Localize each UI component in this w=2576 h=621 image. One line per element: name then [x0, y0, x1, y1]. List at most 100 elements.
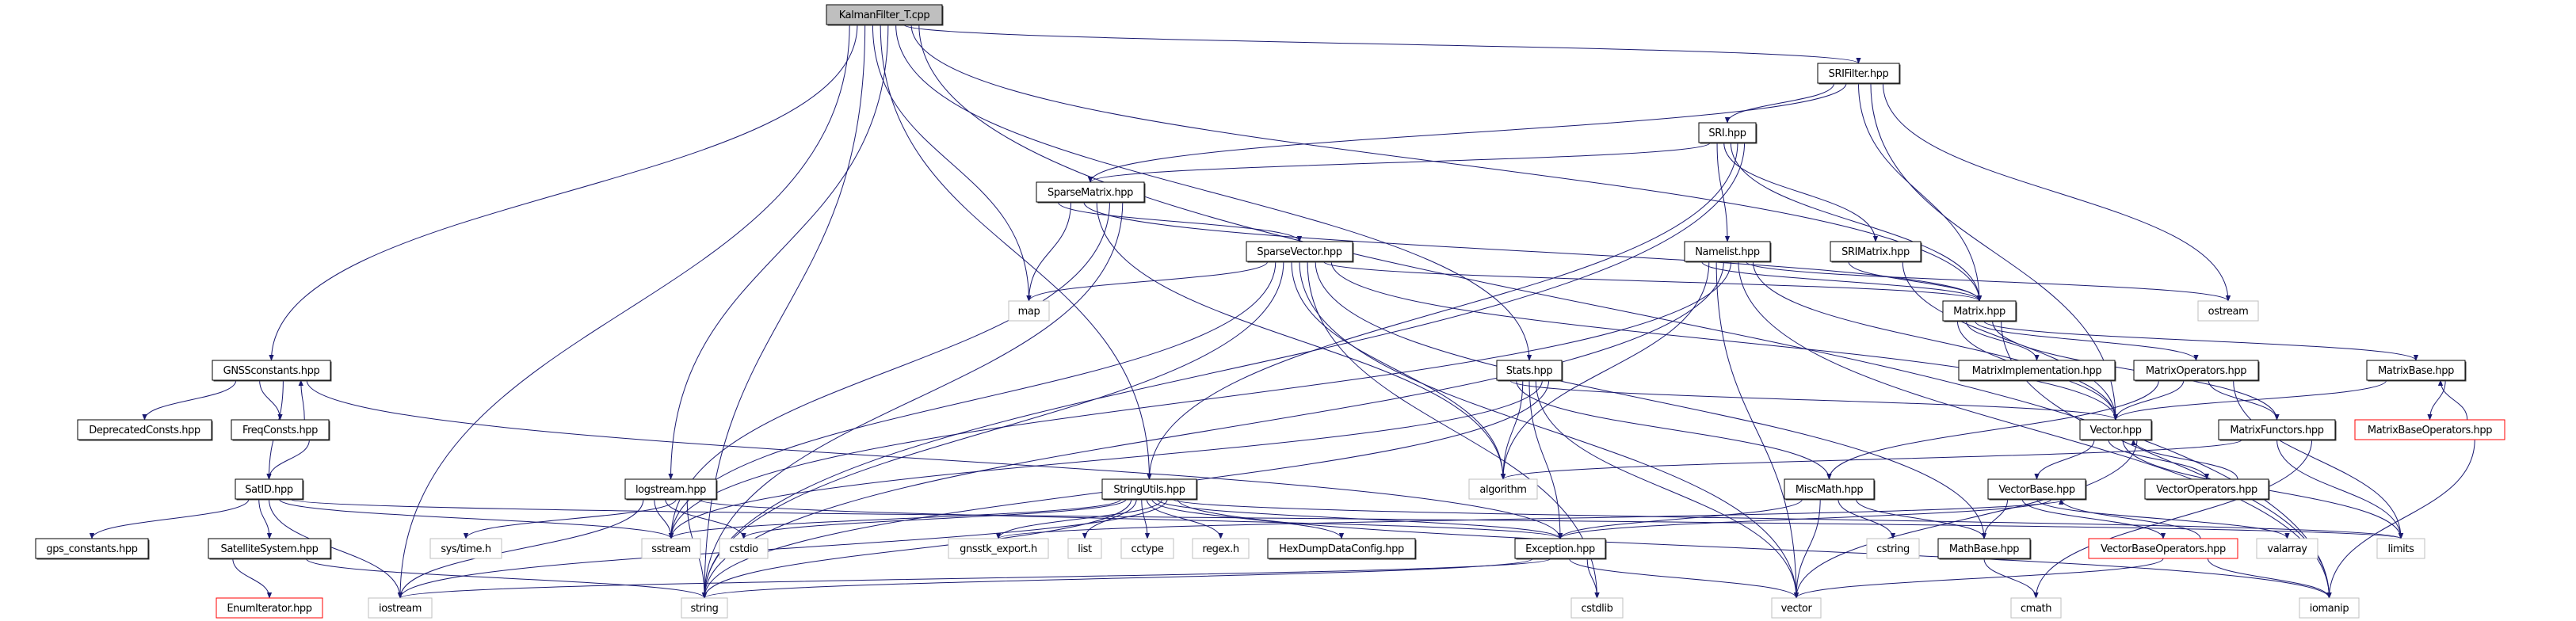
- edge-stringutils-to-list: [1082, 498, 1137, 539]
- node-exception[interactable]: Exception.hpp: [1514, 538, 1607, 560]
- edge-vector_hpp-to-vectorbase: [2034, 439, 2095, 480]
- node-vectorbaseops[interactable]: VectorBaseOperators.hpp: [2088, 538, 2238, 559]
- node-matrixbaseops[interactable]: MatrixBaseOperators.hpp: [2354, 419, 2505, 440]
- node-label: vector: [1781, 603, 1813, 615]
- node-box: [1120, 538, 1174, 559]
- node-label: gps_constants.hpp: [46, 543, 137, 555]
- edge-exception-to-vector: [1568, 558, 1799, 599]
- edge-matrixbaseops-to-iomanip: [2326, 439, 2475, 599]
- node-freqconsts[interactable]: FreqConsts.hpp: [231, 419, 330, 441]
- node-box: [2299, 597, 2360, 619]
- edge-sri-to-stringutils: [1147, 142, 1738, 480]
- node-label: MatrixFunctors.hpp: [2230, 425, 2323, 436]
- node-stats[interactable]: Stats.hpp: [1496, 360, 1563, 382]
- node-cctype: cctype: [1120, 538, 1174, 559]
- node-box: [1866, 538, 1920, 559]
- node-cstdio: cstdio: [719, 538, 769, 559]
- node-deprecated[interactable]: DeprecatedConsts.hpp: [77, 419, 213, 441]
- edge-satid-to-iostream: [269, 498, 403, 599]
- node-box: [1246, 241, 1353, 262]
- node-logstream[interactable]: logstream.hpp: [624, 478, 718, 501]
- node-box: [624, 478, 717, 500]
- edge-sparsematrix-to-algorithm: [1096, 201, 1506, 480]
- node-string: string: [681, 597, 728, 619]
- node-box: [1830, 241, 1922, 262]
- node-label: Vector.hpp: [2089, 425, 2141, 436]
- edge-vectorbase-to-gnsstk_export: [996, 498, 2067, 539]
- node-gps_constants[interactable]: gps_constants.hpp: [35, 538, 150, 560]
- node-box: [1958, 360, 2116, 381]
- edge-satsystem-to-string: [305, 558, 708, 599]
- node-label: SparseMatrix.hpp: [1048, 187, 1133, 199]
- edge-kalman-to-gnssconstants: [269, 24, 858, 361]
- node-cstdlib: cstdlib: [1570, 597, 1624, 619]
- node-sparsematrix[interactable]: SparseMatrix.hpp: [1036, 181, 1146, 204]
- node-vectorbase[interactable]: VectorBase.hpp: [1987, 478, 2087, 501]
- node-mathbase[interactable]: MathBase.hpp: [1937, 538, 2032, 560]
- node-kalman[interactable]: KalmanFilter_T.cpp: [826, 4, 944, 26]
- node-srifilter[interactable]: SRIFilter.hpp: [1817, 63, 1901, 85]
- edge-mathbase-to-cmath: [1983, 558, 2039, 599]
- node-gnsstk_export: gnsstk_export.h: [948, 538, 1049, 559]
- node-satid[interactable]: SatID.hpp: [235, 478, 304, 501]
- node-label: SRIMatrix.hpp: [1841, 246, 1910, 258]
- edge-matrixops-to-matrixfunctors: [2208, 379, 2280, 421]
- node-srimatrix[interactable]: SRIMatrix.hpp: [1830, 241, 1922, 263]
- node-box: [1817, 63, 1900, 84]
- node-box: [1496, 360, 1563, 381]
- edge-vector_hpp-to-vector: [1793, 439, 2138, 599]
- node-box: [212, 360, 331, 381]
- node-box: [368, 597, 433, 619]
- edge-srimatrix-to-matrix: [1848, 261, 1983, 302]
- edge-srimatrix-to-vector_hpp: [1902, 261, 2119, 421]
- edge-stats-to-algorithm: [1500, 379, 1524, 480]
- edge-stats-to-vector: [1535, 379, 1799, 599]
- node-satsystem[interactable]: SatelliteSystem.hpp: [208, 538, 332, 560]
- node-hexdump[interactable]: HexDumpDataConfig.hpp: [1267, 538, 1417, 560]
- node-enumiterator[interactable]: EnumIterator.hpp: [216, 597, 323, 619]
- node-matrix[interactable]: Matrix.hpp: [1942, 300, 2017, 322]
- node-vector_hpp[interactable]: Vector.hpp: [2079, 419, 2153, 441]
- node-map: map: [1008, 300, 1050, 322]
- node-box: [1101, 478, 1197, 500]
- node-sparsevector[interactable]: SparseVector.hpp: [1246, 241, 1354, 263]
- node-box: [2079, 419, 2152, 440]
- edge-sparsematrix-to-matrix: [1083, 201, 1983, 302]
- edge-satid-to-limits: [288, 498, 2403, 539]
- node-label: SRIFilter.hpp: [1829, 68, 1889, 80]
- node-label: KalmanFilter_T.cpp: [839, 10, 930, 21]
- node-box: [719, 538, 769, 559]
- edge-vector_hpp-to-vectorops: [2108, 439, 2210, 480]
- node-label: DeprecatedConsts.hpp: [89, 425, 200, 436]
- node-matrixbase[interactable]: MatrixBase.hpp: [2366, 360, 2467, 382]
- node-ostream: ostream: [2197, 300, 2259, 322]
- node-box: [1192, 538, 1250, 559]
- node-label: limits: [2388, 543, 2415, 555]
- node-box: [2088, 538, 2238, 559]
- node-stringutils[interactable]: StringUtils.hpp: [1101, 478, 1198, 501]
- node-namelist[interactable]: Namelist.hpp: [1684, 241, 1772, 263]
- edge-namelist-to-iomanip: [1738, 261, 2332, 599]
- node-label: MathBase.hpp: [1949, 543, 2019, 555]
- node-vectorops[interactable]: VectorOperators.hpp: [2144, 478, 2270, 501]
- edge-exception-to-iostream: [398, 558, 1552, 599]
- node-box: [2010, 597, 2062, 619]
- node-matriximpl[interactable]: MatrixImplementation.hpp: [1958, 360, 2116, 382]
- node-matrixfunctors[interactable]: MatrixFunctors.hpp: [2218, 419, 2337, 441]
- node-miscmath[interactable]: MiscMath.hpp: [1784, 478, 1876, 501]
- node-box: [1942, 300, 2017, 322]
- node-box: [208, 538, 331, 559]
- edge-stringutils-to-regex: [1146, 498, 1223, 539]
- edge-layer: [89, 24, 2475, 599]
- node-gnssconstants[interactable]: GNSSconstants.hpp: [212, 360, 332, 382]
- edge-stringutils-to-limits: [1172, 498, 2403, 539]
- node-cmath: cmath: [2010, 597, 2062, 619]
- node-label: string: [691, 603, 719, 615]
- node-box: [1987, 478, 2086, 500]
- node-box: [35, 538, 149, 559]
- node-box: [1698, 122, 1757, 143]
- node-matrixops[interactable]: MatrixOperators.hpp: [2133, 360, 2260, 382]
- node-sri[interactable]: SRI.hpp: [1698, 122, 1757, 144]
- edge-matrixops-to-limits: [2233, 379, 2404, 539]
- edge-logstream-to-sstream: [654, 498, 674, 539]
